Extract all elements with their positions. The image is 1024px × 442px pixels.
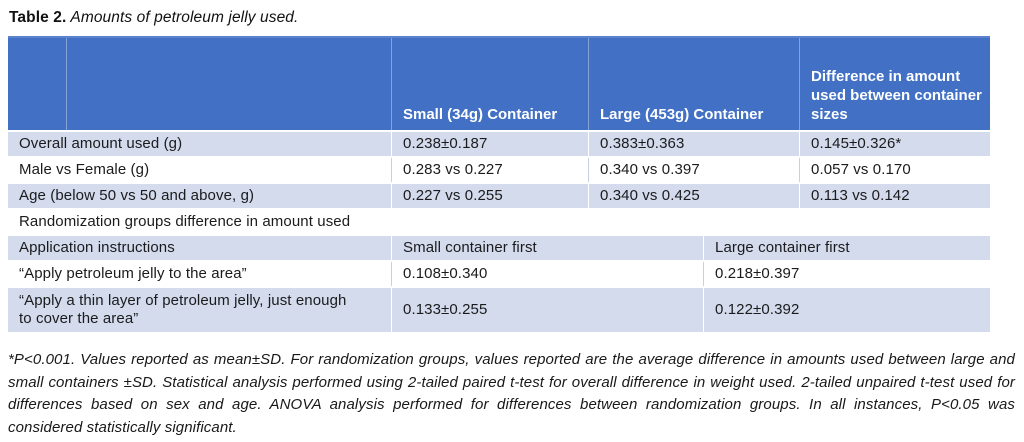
cell-difference: 0.145±0.326* (811, 135, 902, 152)
cell-small-container: 0.227 vs 0.255 (392, 184, 589, 208)
table-footnote: *P<0.001. Values reported as mean±SD. Fo… (8, 351, 1015, 436)
cell-large-container: 0.340 vs 0.397 (589, 158, 800, 182)
table-caption: Amounts of petroleum jelly used. (70, 9, 299, 26)
cell-small-first-value: 0.108±0.340 (392, 262, 704, 286)
subheader-large-container-first: Large container first (715, 239, 850, 256)
cell-large-container: 0.340 vs 0.425 (589, 184, 800, 208)
cell-difference: 0.057 vs 0.170 (811, 161, 911, 178)
header-cell-empty-narrow (8, 38, 67, 130)
subheader-small-container-first: Small container first (392, 236, 704, 260)
row-label: Age (below 50 vs 50 and above, g) (8, 184, 392, 208)
table-subheader-row-application-instructions: Application instructions Small container… (8, 236, 990, 260)
header-cell-large-container: Large (453g) Container (589, 38, 800, 130)
row-label: “Apply a thin layer of petroleum jelly, … (8, 288, 392, 332)
row-label: Overall amount used (g) (8, 132, 392, 156)
table-number-label: Table 2. (9, 9, 67, 26)
header-cell-difference: Difference in amount used between contai… (811, 68, 982, 123)
row-label: “Apply petroleum jelly to the area” (8, 262, 392, 286)
subheader-label: Application instructions (8, 236, 392, 260)
table-row-apply-thin-layer: “Apply a thin layer of petroleum jelly, … (8, 288, 990, 332)
cell-small-first-value: 0.133±0.255 (392, 288, 704, 332)
petroleum-jelly-table: Small (34g) Container Large (453g) Conta… (8, 36, 990, 332)
cell-large-first-value: 0.218±0.397 (715, 265, 800, 282)
table-header-row: Small (34g) Container Large (453g) Conta… (8, 36, 990, 130)
cell-small-container: 0.238±0.187 (392, 132, 589, 156)
header-cell-empty (67, 38, 392, 130)
table-section-row-randomization: Randomization groups difference in amoun… (8, 210, 990, 234)
table-row-male-vs-female: Male vs Female (g) 0.283 vs 0.227 0.340 … (8, 158, 990, 182)
cell-large-container: 0.383±0.363 (589, 132, 800, 156)
table-title: Table 2. Amounts of petroleum jelly used. (9, 9, 298, 27)
table-row-age: Age (below 50 vs 50 and above, g) 0.227 … (8, 184, 990, 208)
cell-small-container: 0.283 vs 0.227 (392, 158, 589, 182)
cell-large-first-value: 0.122±0.392 (715, 301, 800, 318)
table-row-overall: Overall amount used (g) 0.238±0.187 0.38… (8, 132, 990, 156)
section-row-label: Randomization groups difference in amoun… (19, 213, 351, 230)
header-cell-small-container: Small (34g) Container (392, 38, 589, 130)
table-row-apply-jelly: “Apply petroleum jelly to the area” 0.10… (8, 262, 990, 286)
row-label: Male vs Female (g) (8, 158, 392, 182)
cell-difference: 0.113 vs 0.142 (811, 187, 910, 204)
